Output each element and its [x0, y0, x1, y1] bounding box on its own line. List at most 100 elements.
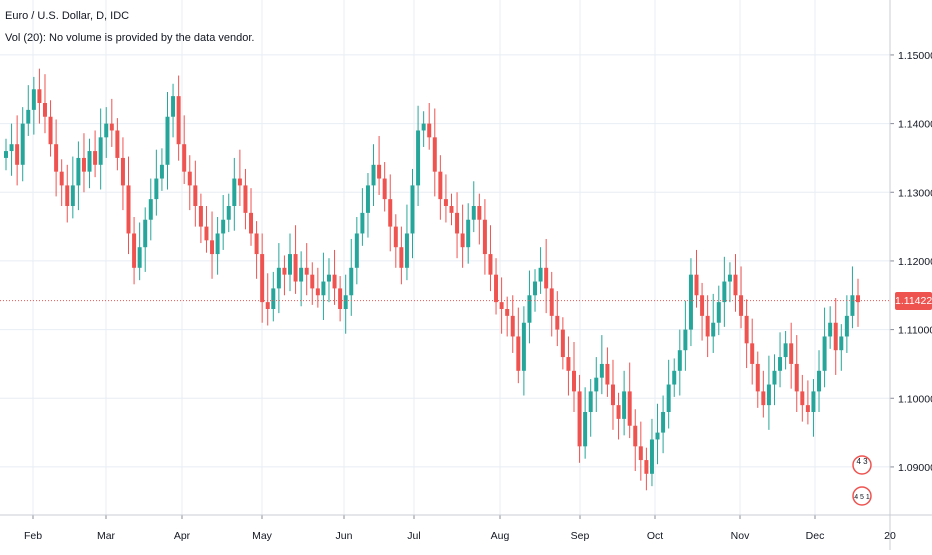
candle-body: [354, 233, 359, 268]
candle-body: [4, 151, 8, 158]
candle-body: [466, 219, 471, 248]
candle-body: [828, 322, 833, 337]
candle-body: [560, 329, 565, 358]
candle-body: [20, 123, 25, 165]
candle-body: [661, 412, 666, 433]
candle-body: [159, 164, 164, 179]
candle-body: [360, 212, 365, 234]
candle-body: [761, 391, 766, 406]
candle-body: [265, 302, 270, 309]
candle-body: [81, 157, 86, 172]
candle-body: [772, 370, 777, 385]
candle-body: [187, 171, 192, 186]
candle-body: [271, 288, 276, 309]
last-price-tag: 1.11422: [895, 291, 932, 310]
candle-body: [538, 267, 543, 282]
candle-body: [471, 206, 476, 220]
candle-body: [171, 96, 176, 117]
candle-body: [215, 233, 220, 255]
price-tick-label: 1.09000: [898, 462, 932, 474]
candle-body: [722, 281, 727, 303]
candle-body: [817, 370, 822, 392]
candle-body: [416, 130, 421, 186]
candle-body: [727, 274, 732, 282]
candle-body: [48, 116, 53, 145]
candle-body: [577, 391, 582, 447]
candle-body: [822, 336, 827, 371]
candle-body: [310, 274, 315, 289]
candle-body: [254, 233, 259, 255]
candle-body: [204, 226, 209, 241]
candle-body: [299, 267, 304, 282]
time-tick-label: Nov: [731, 530, 750, 542]
candle-body: [176, 96, 181, 145]
candle-body: [733, 274, 738, 296]
candle-body: [833, 322, 838, 351]
candle-body: [516, 336, 521, 371]
candle-body: [143, 219, 148, 248]
candle-body: [594, 377, 599, 392]
candle-body: [371, 164, 376, 186]
candle-body: [610, 384, 615, 406]
candle-body: [365, 185, 370, 213]
candle-body: [449, 206, 454, 213]
candle-body: [93, 151, 98, 165]
candle-body: [221, 219, 226, 234]
candle-body: [705, 315, 710, 337]
candle-body: [115, 130, 120, 158]
candle-body: [399, 247, 404, 268]
price-tick-label: 1.12000: [898, 256, 932, 268]
candle-body: [805, 405, 810, 412]
candle-body: [638, 446, 643, 461]
volume-indicator-label[interactable]: Vol (20): No volume is provided by the d…: [5, 32, 255, 44]
candle-body: [15, 144, 20, 165]
candle-body: [427, 123, 432, 138]
candle-body: [42, 103, 47, 117]
candle-body: [744, 315, 749, 344]
candle-body: [716, 302, 721, 323]
candle-body: [26, 109, 31, 124]
price-tick-label: 1.13000: [898, 187, 932, 199]
candle-body: [293, 254, 298, 282]
candle-body: [104, 123, 109, 138]
candle-body: [193, 185, 198, 206]
time-tick-label: Dec: [806, 530, 825, 542]
candle-body: [811, 391, 816, 412]
candle-body: [87, 151, 92, 172]
candle-body: [688, 274, 693, 330]
candle-body: [750, 343, 755, 364]
candle-body: [616, 405, 621, 419]
candle-body: [555, 315, 560, 330]
candle-body: [739, 295, 744, 316]
candle-body: [510, 315, 515, 337]
candle-body: [505, 309, 510, 316]
time-tick-label: Mar: [97, 530, 116, 542]
candle-body: [588, 391, 593, 412]
event-badge-bottom: [852, 486, 872, 506]
candle-body: [494, 274, 499, 303]
candle-body: [410, 185, 415, 234]
candle-body: [243, 185, 248, 213]
time-tick-label: May: [252, 530, 273, 542]
candle-body: [644, 460, 649, 474]
candle-body: [288, 254, 292, 275]
candle-body: [126, 185, 131, 234]
candle-body: [655, 432, 660, 440]
candle-body: [839, 336, 844, 351]
candle-body: [482, 219, 487, 255]
candle-body: [572, 370, 576, 392]
candle-body: [148, 199, 153, 220]
symbol-title[interactable]: Euro / U.S. Dollar, D, IDC: [5, 10, 130, 22]
time-tick-label: Oct: [647, 530, 663, 542]
candle-body: [499, 302, 504, 309]
candle-body: [583, 412, 588, 447]
candle-body: [521, 322, 526, 371]
candle-body: [694, 274, 699, 296]
candle-body: [70, 185, 75, 206]
candle-body: [154, 178, 159, 200]
price-tick-label: 1.15000: [898, 50, 932, 62]
candle-body: [672, 370, 677, 385]
candle-body: [755, 363, 760, 392]
